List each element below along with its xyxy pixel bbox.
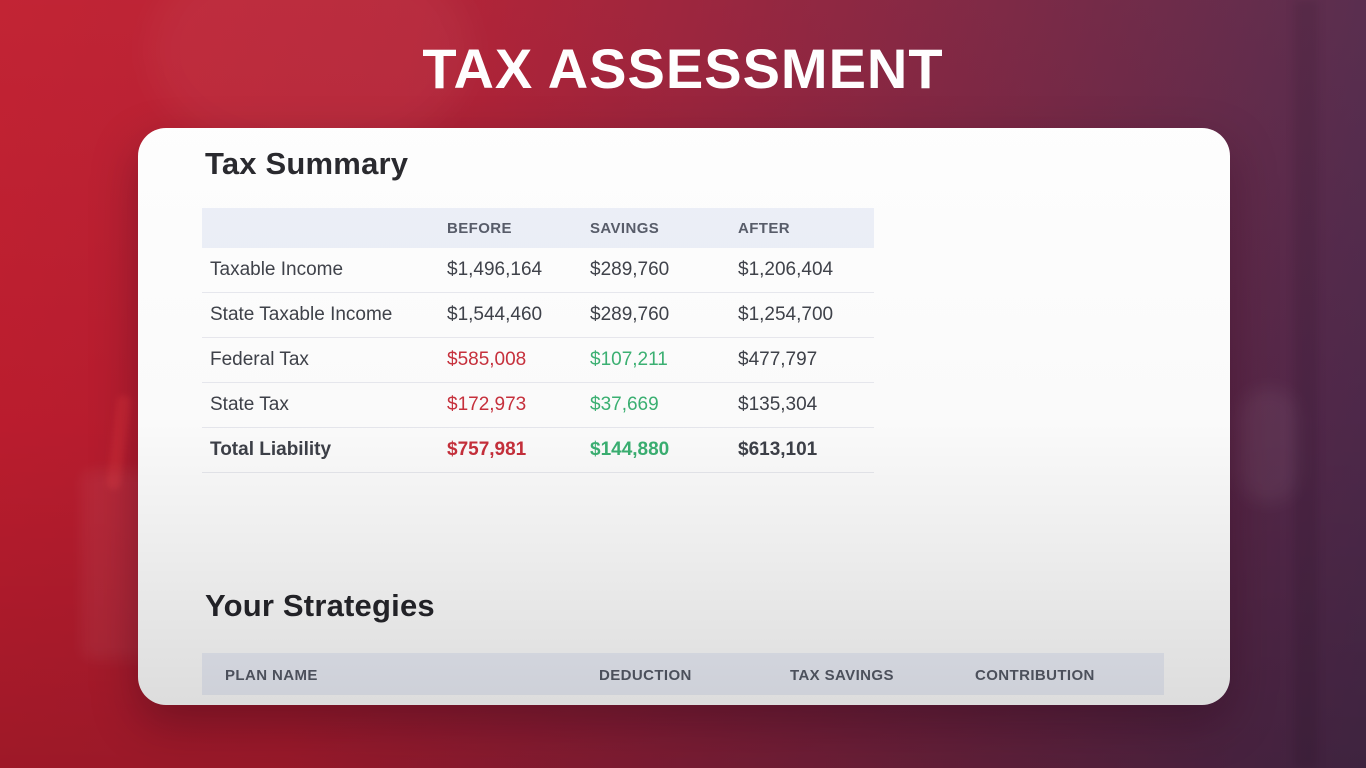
tax-summary-table: BEFORE SAVINGS AFTER Taxable Income $1,4… — [202, 208, 874, 473]
table-row-total-liability: Total Liability $757,981 $144,880 $613,1… — [202, 428, 874, 473]
column-after: AFTER — [738, 219, 790, 237]
value-savings: $289,760 — [590, 304, 670, 325]
value-before: $172,973 — [447, 394, 527, 415]
value-after: $477,797 — [738, 349, 818, 370]
value-after: $1,206,404 — [738, 259, 834, 280]
column-tax-savings: TAX SAVINGS — [790, 667, 894, 684]
strategies-header-row: PLAN NAME DEDUCTION TAX SAVINGS CONTRIBU… — [202, 653, 1164, 695]
table-row-state-taxable-income: State Taxable Income $1,544,460 $289,760… — [202, 293, 874, 338]
row-label: State Taxable Income — [210, 304, 393, 325]
value-savings: $289,760 — [590, 259, 670, 280]
tax-summary-heading: Tax Summary — [205, 146, 409, 181]
row-label: Federal Tax — [210, 349, 309, 370]
value-before: $1,496,164 — [447, 259, 543, 280]
value-before: $757,981 — [447, 439, 527, 460]
value-after: $135,304 — [738, 394, 818, 415]
strategies-heading: Your Strategies — [205, 588, 435, 623]
column-contribution: CONTRIBUTION — [975, 667, 1095, 684]
row-label: Taxable Income — [210, 259, 344, 280]
column-savings: SAVINGS — [590, 219, 660, 237]
column-plan-name: PLAN NAME — [225, 667, 318, 684]
background-pen-shape — [106, 394, 132, 491]
tax-summary-header-row: BEFORE SAVINGS AFTER — [202, 208, 874, 248]
page-title: TAX ASSESSMENT — [422, 37, 944, 100]
column-deduction: DEDUCTION — [599, 667, 692, 684]
row-label: State Tax — [210, 394, 289, 415]
row-label: Total Liability — [210, 439, 332, 460]
table-row-state-tax: State Tax $172,973 $37,669 $135,304 — [202, 383, 874, 428]
table-row-federal-tax: Federal Tax $585,008 $107,211 $477,797 — [202, 338, 874, 383]
value-after: $1,254,700 — [738, 304, 834, 325]
report-card: Tax Summary BEFORE SAVINGS AFTER Taxable… — [138, 128, 1230, 705]
value-savings: $107,211 — [590, 349, 668, 370]
background-plant-shape — [1238, 388, 1300, 503]
value-savings: $37,669 — [590, 394, 659, 415]
value-after: $613,101 — [738, 439, 818, 460]
background-shadow-band — [1294, 0, 1318, 768]
value-savings: $144,880 — [590, 439, 670, 460]
column-before: BEFORE — [447, 219, 512, 237]
value-before: $585,008 — [447, 349, 527, 370]
table-row-taxable-income: Taxable Income $1,496,164 $289,760 $1,20… — [202, 248, 874, 293]
value-before: $1,544,460 — [447, 304, 543, 325]
